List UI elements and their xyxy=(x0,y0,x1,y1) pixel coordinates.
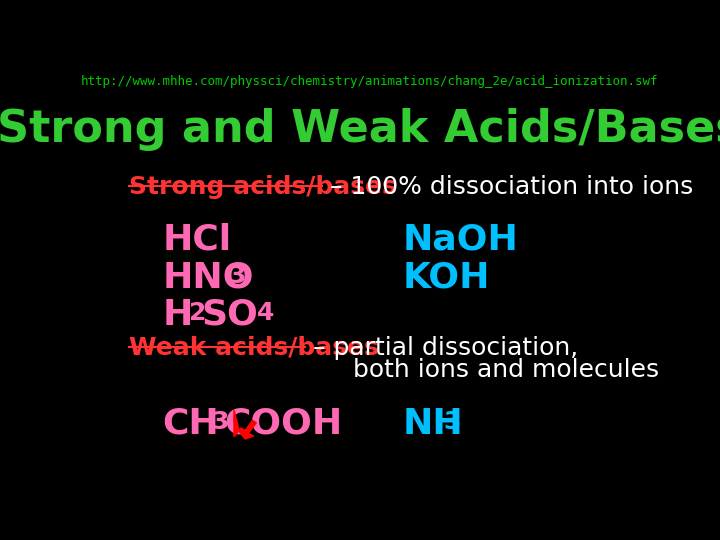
Text: – 100% dissociation into ions: – 100% dissociation into ions xyxy=(322,175,693,199)
Text: 2: 2 xyxy=(189,301,207,325)
Text: NH: NH xyxy=(402,407,463,441)
Text: HCl: HCl xyxy=(163,223,232,257)
Text: Strong and Weak Acids/Bases: Strong and Weak Acids/Bases xyxy=(0,109,720,151)
Text: KOH: KOH xyxy=(402,260,490,294)
Text: – partial dissociation,: – partial dissociation, xyxy=(305,336,578,360)
Polygon shape xyxy=(234,410,256,439)
Text: 3: 3 xyxy=(228,264,246,288)
Text: http://www.mhhe.com/physsci/chemistry/animations/chang_2e/acid_ionization.swf: http://www.mhhe.com/physsci/chemistry/an… xyxy=(80,75,658,88)
Text: SO: SO xyxy=(202,298,258,332)
Text: CH: CH xyxy=(163,407,220,441)
Text: HNO: HNO xyxy=(163,260,254,294)
Text: 3: 3 xyxy=(212,410,229,434)
Text: Weak acids/bases: Weak acids/bases xyxy=(129,336,379,360)
Text: 3: 3 xyxy=(444,410,461,434)
Text: Strong acids/bases: Strong acids/bases xyxy=(129,175,397,199)
Text: H: H xyxy=(163,298,193,332)
Text: 4: 4 xyxy=(258,301,275,325)
Text: COOH: COOH xyxy=(224,407,342,441)
Text: both ions and molecules: both ions and molecules xyxy=(305,358,659,382)
Text: NaOH: NaOH xyxy=(402,223,518,257)
